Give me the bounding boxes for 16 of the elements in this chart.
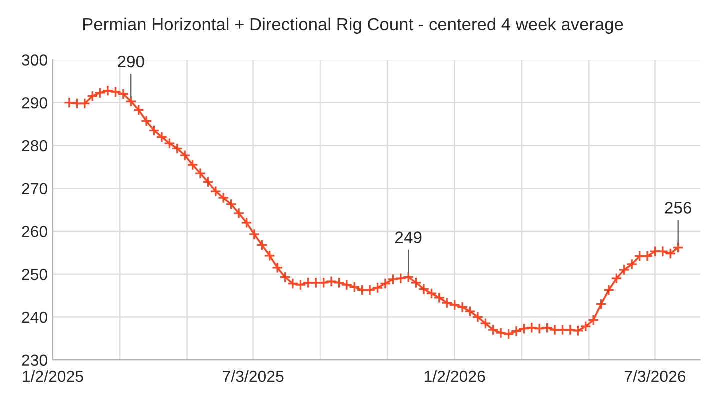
annotation: 256 <box>665 202 692 214</box>
x-tick-label: 1/2/2026 <box>424 370 486 382</box>
y-tick-label: 230 <box>22 354 48 366</box>
y-tick-label: 240 <box>22 312 48 324</box>
x-tick-label: 7/3/2025 <box>223 370 284 382</box>
y-tick-label: 260 <box>22 226 48 238</box>
y-tick-label: 250 <box>22 268 48 280</box>
y-tick-label: 270 <box>22 183 48 195</box>
y-tick-label: 290 <box>22 97 48 109</box>
x-tick-label: 7/3/2026 <box>624 370 686 382</box>
x-tick-label: 1/2/2025 <box>23 370 84 382</box>
chart-title: Permian Horizontal + Directional Rig Count - centered 4 week average <box>84 18 624 34</box>
y-tick-label: 280 <box>22 140 48 152</box>
y-tick-label: 300 <box>22 54 48 66</box>
annotation: 290 <box>118 56 144 68</box>
annotation: 249 <box>396 232 422 244</box>
